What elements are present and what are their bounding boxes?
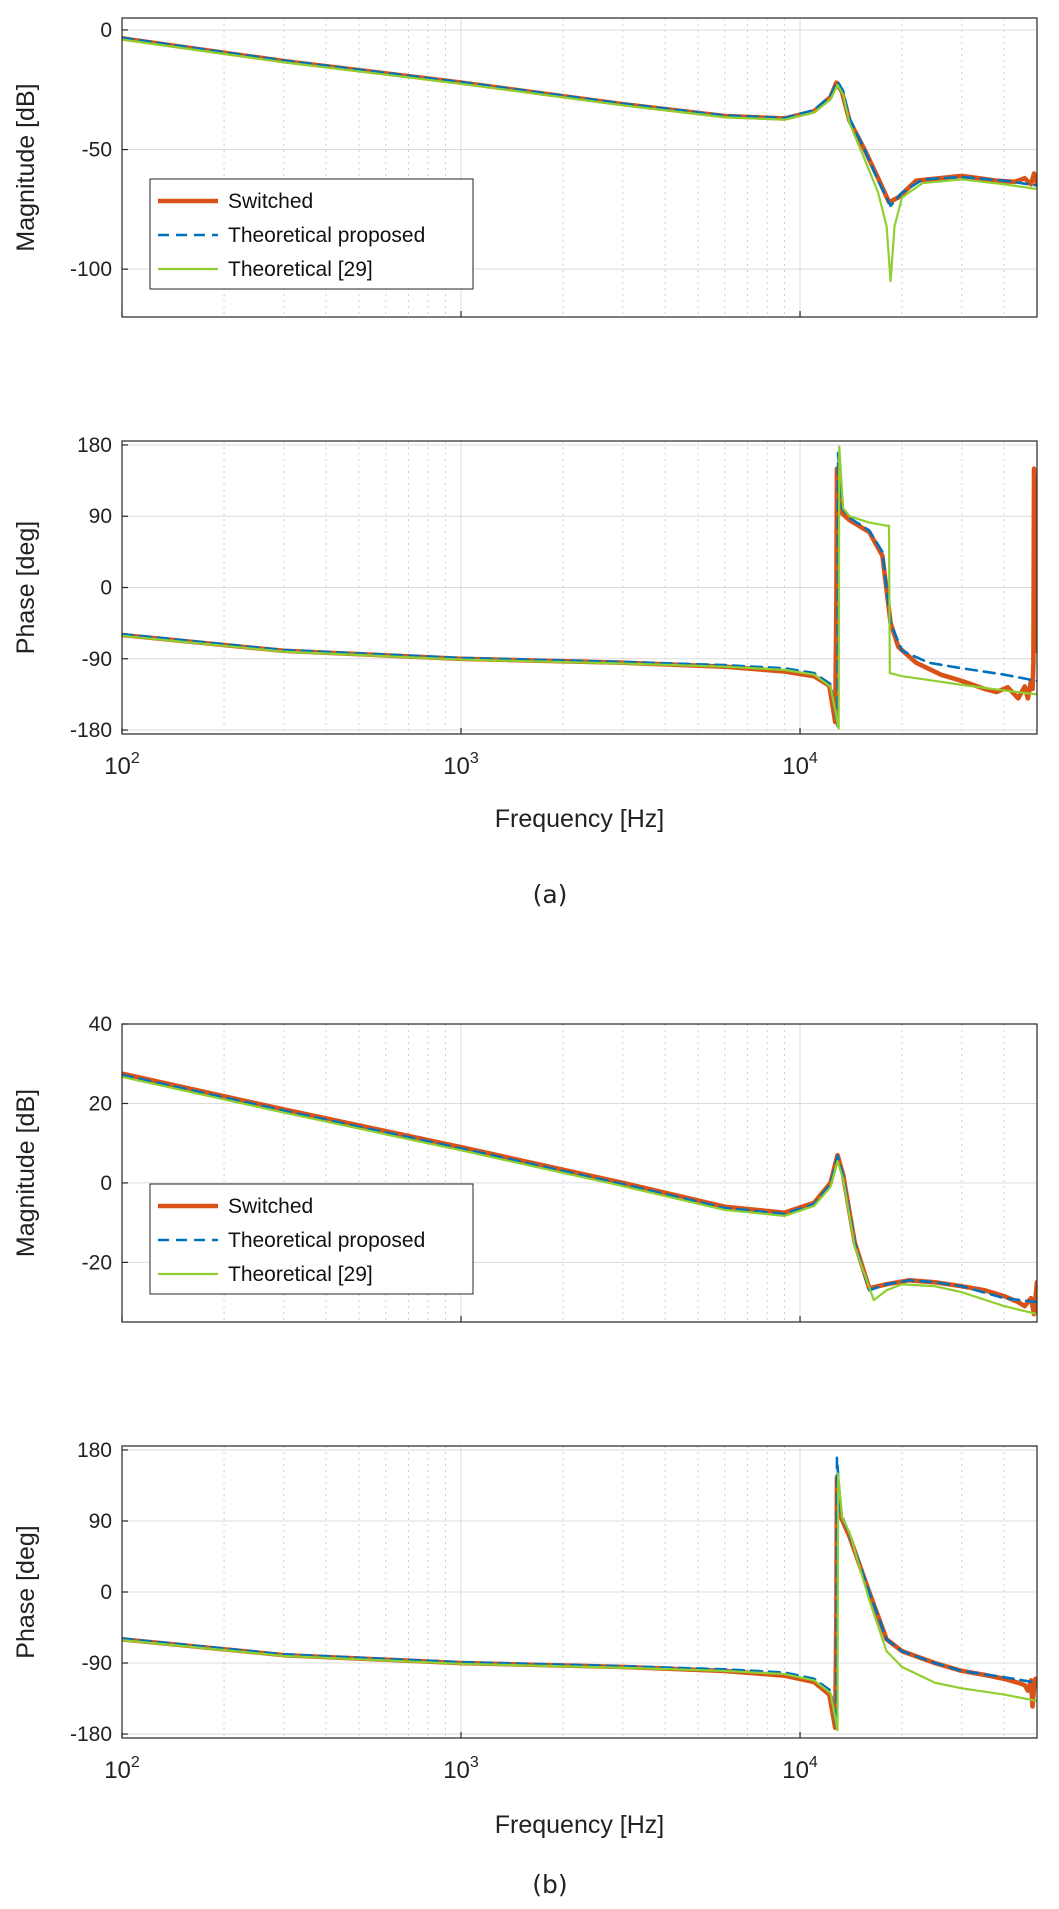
chart-a-xlabel: Frequency [Hz] xyxy=(495,805,665,833)
chart-a-phase-xtick-label: 104 xyxy=(782,750,818,780)
chart-b-phase-ytick-label: -90 xyxy=(82,1652,112,1675)
chart-b-phase-xtick-label: 103 xyxy=(443,1754,479,1784)
chart-a-legend-label-ref29: Theoretical [29] xyxy=(228,258,373,281)
chart-a-phase-axes-frame xyxy=(121,440,1038,735)
chart-b-phase-ytick-label: 180 xyxy=(77,1439,112,1462)
chart-a-magnitude-series-group xyxy=(122,36,1037,283)
chart-a-legend: Switched Theoretical proposed Theoretical … xyxy=(149,178,474,290)
chart-b-magnitude-ytick-label: 40 xyxy=(89,1013,112,1036)
chart-a-magnitude-ylabel: Magnitude [dB] xyxy=(12,83,40,251)
chart-b-legend-label-proposed: Theoretical proposed xyxy=(228,1229,425,1252)
chart-b-xlabel: Frequency [Hz] xyxy=(495,1811,665,1839)
chart-a-phase-series-switched-line xyxy=(122,466,1037,725)
chart-a-phase-series-proposed-line xyxy=(122,451,1037,728)
chart-a-legend-label-proposed: Theoretical proposed xyxy=(228,224,425,247)
chart-a-phase-series-ref29-line xyxy=(122,445,1037,730)
chart-a-legend-label-switched: Switched xyxy=(228,190,313,213)
chart-a-phase-ytick-label: 180 xyxy=(77,434,112,457)
chart-b-phase-series-ref29-line xyxy=(122,1472,1037,1732)
chart-b-phase-series-proposed-line xyxy=(122,1456,1037,1728)
chart-a-magnitude-series-proposed-line xyxy=(122,36,1037,208)
chart-b-legend-label-ref29: Theoretical [29] xyxy=(228,1263,373,1286)
chart-a-phase-panel: 180 90 0 -90 -180 Phase [deg] 102 103 104 xyxy=(12,434,1038,780)
chart-b-magnitude-series-group xyxy=(122,1071,1037,1317)
chart-b-legend-label-switched: Switched xyxy=(228,1195,313,1218)
chart-a-phase-ytick-label: -90 xyxy=(82,648,112,671)
chart-a-magnitude-panel: 0 -50 -100 Magnitude [dB] Switched Theoretica… xyxy=(12,17,1038,318)
chart-b-magnitude-ytick-label: 20 xyxy=(89,1092,112,1115)
chart-b-phase-xtick-label: 104 xyxy=(782,1754,818,1784)
chart-b-phase-xtick-label: 102 xyxy=(104,1754,140,1784)
chart-a-magnitude-ytick-label: 0 xyxy=(100,19,112,42)
chart-b-caption: (b) xyxy=(532,1870,567,1899)
chart-a-phase-ytick-label: 90 xyxy=(89,505,112,528)
chart-b-magnitude-ylabel: Magnitude [dB] xyxy=(12,1089,40,1257)
chart-b-phase-axes-frame xyxy=(121,1445,1038,1739)
chart-a-magnitude-ytick-label: -100 xyxy=(70,258,112,281)
chart-a-phase-ylabel: Phase [deg] xyxy=(12,521,40,654)
chart-a-magnitude-axes-frame xyxy=(121,17,1038,318)
chart-b-phase-panel: 180 90 0 -90 -180 Phase [deg] 102 103 104 xyxy=(12,1439,1038,1784)
chart-a-phase-ytick-label: -180 xyxy=(70,719,112,742)
chart-b-magnitude-series-proposed-line xyxy=(122,1073,1037,1304)
chart-b-magnitude-panel: 40 20 0 -20 Magnitude [dB] Switched Theoretica… xyxy=(12,1013,1038,1323)
chart-a-phase-ytick-label: 0 xyxy=(100,577,112,600)
chart-b-magnitude-ytick-label: 0 xyxy=(100,1172,112,1195)
chart-b-phase-ytick-label: -180 xyxy=(70,1723,112,1746)
chart-a-caption: (a) xyxy=(533,880,568,909)
chart-b-magnitude-ytick-label: -20 xyxy=(82,1251,112,1274)
chart-b-phase-series-group xyxy=(122,1456,1037,1732)
chart-b-phase-ytick-label: 0 xyxy=(100,1581,112,1604)
chart-a-magnitude-ytick-label: -50 xyxy=(82,139,112,162)
chart-a-phase-series-group xyxy=(122,445,1037,730)
chart-b-magnitude-axes-frame xyxy=(121,1023,1038,1323)
chart-a-magnitude-series-ref29-line xyxy=(122,38,1037,283)
chart-b-phase-ytick-label: 90 xyxy=(89,1510,112,1533)
chart-b-phase-ylabel: Phase [deg] xyxy=(12,1525,40,1658)
chart-b-legend: Switched Theoretical proposed Theoretical … xyxy=(149,1183,474,1295)
chart-b-magnitude-series-ref29-line xyxy=(122,1075,1037,1316)
chart-a-phase-xtick-label: 102 xyxy=(104,750,140,780)
chart-a-phase-xtick-label: 103 xyxy=(443,750,479,780)
